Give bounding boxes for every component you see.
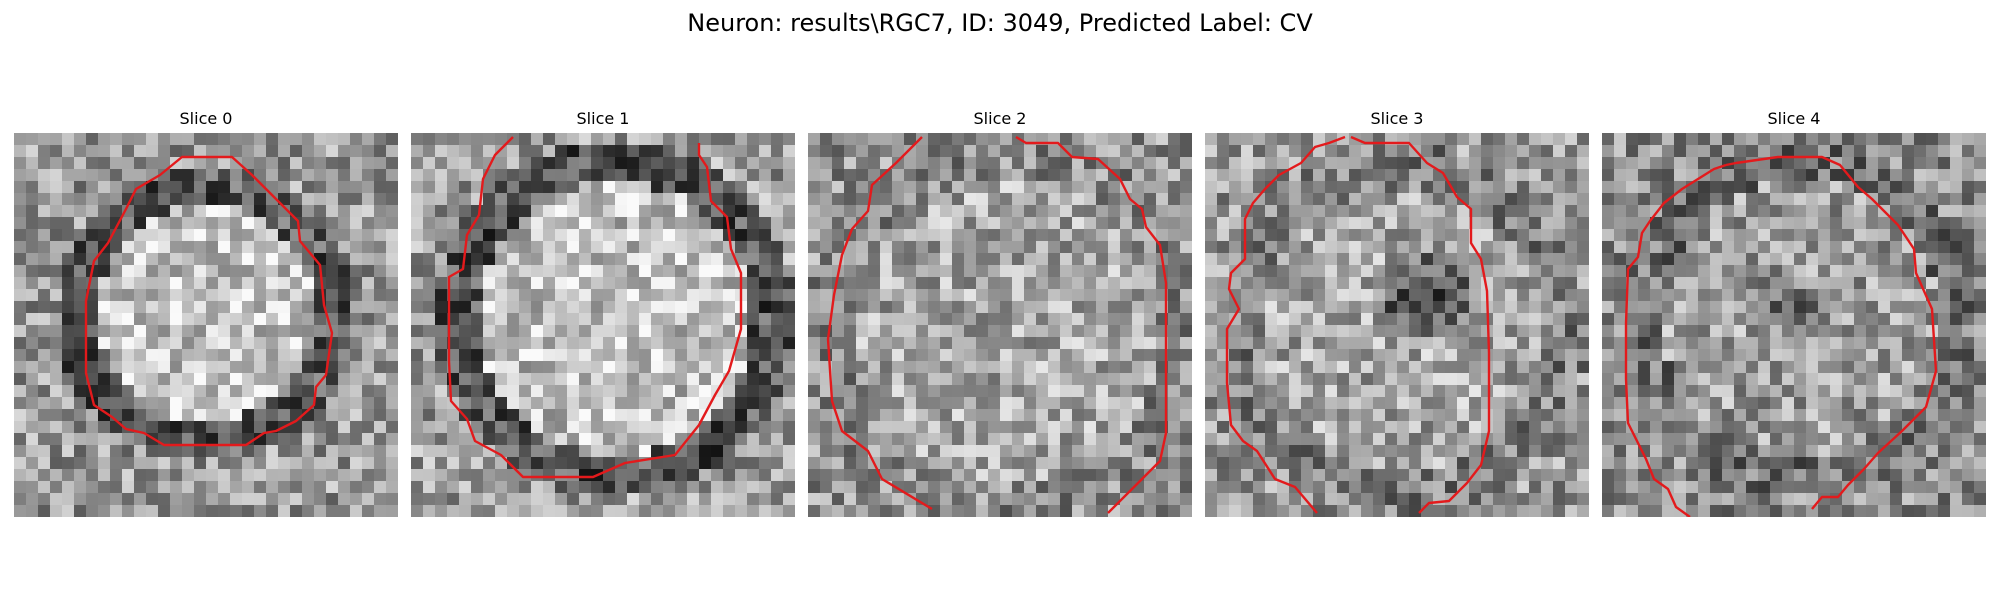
panel-title-slice-0: Slice 0 [14, 108, 398, 130]
figure-title: Neuron: results\RGC7, ID: 3049, Predicte… [0, 6, 2000, 40]
image-pixels [14, 133, 398, 517]
panel-title-slice-2: Slice 2 [808, 108, 1192, 130]
image-panel-slice-2 [808, 133, 1192, 517]
image-pixels [1602, 133, 1986, 517]
image-panel-slice-1 [411, 133, 795, 517]
panel-title-slice-3: Slice 3 [1205, 108, 1589, 130]
panel-title-slice-1: Slice 1 [411, 108, 795, 130]
panel-title-slice-4: Slice 4 [1602, 108, 1986, 130]
image-pixels [808, 133, 1192, 517]
image-panel-slice-4 [1602, 133, 1986, 517]
image-pixels [411, 133, 795, 517]
image-panel-slice-3 [1205, 133, 1589, 517]
image-panel-slice-0 [14, 133, 398, 517]
